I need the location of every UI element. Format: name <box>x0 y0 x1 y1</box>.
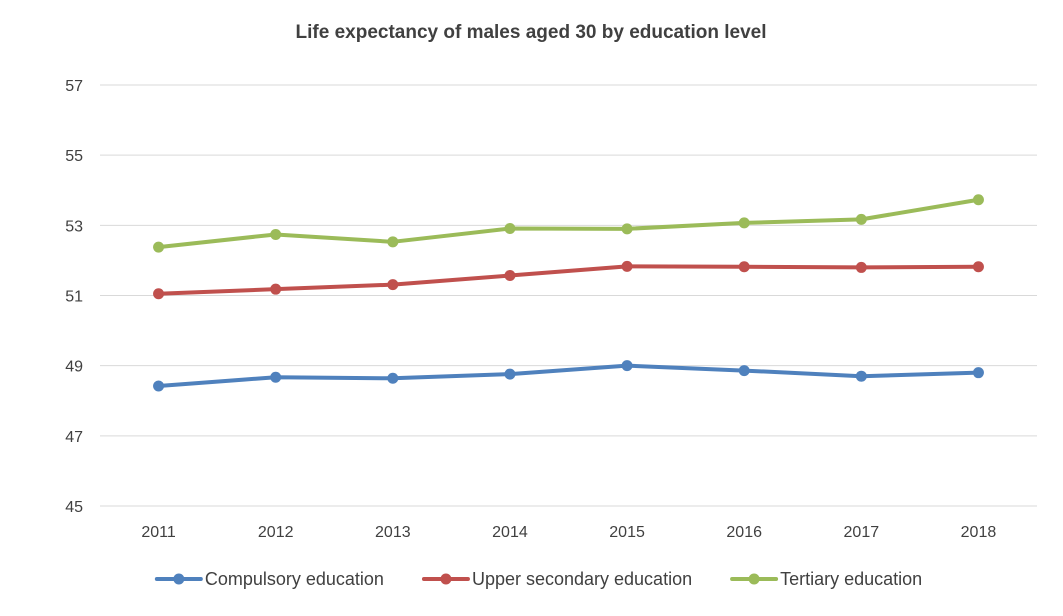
x-tick-label: 2015 <box>609 524 645 541</box>
chart-title: Life expectancy of males aged 30 by educ… <box>296 22 767 43</box>
x-tick-label: 2016 <box>726 524 762 541</box>
x-tick-label: 2014 <box>492 524 528 541</box>
series-2 <box>153 260 984 300</box>
data-point <box>621 360 633 372</box>
legend-swatch-marker <box>173 573 185 585</box>
data-point <box>153 241 165 253</box>
data-point <box>855 261 867 273</box>
y-tick-label: 55 <box>65 148 83 165</box>
data-point <box>387 236 399 248</box>
y-tick-label: 53 <box>65 218 83 235</box>
grid-lines <box>100 84 1037 507</box>
y-axis-ticks: 45 47 49 51 53 55 57 <box>65 78 83 516</box>
data-point <box>972 367 984 379</box>
legend-label: Tertiary education <box>780 569 922 589</box>
y-tick-label: 51 <box>65 289 83 306</box>
legend-swatch-marker <box>748 573 760 585</box>
x-tick-label: 2011 <box>141 524 176 541</box>
y-tick-label: 47 <box>65 429 83 446</box>
data-point <box>270 228 282 240</box>
x-tick-label: 2012 <box>258 524 294 541</box>
x-tick-label: 2017 <box>844 524 880 541</box>
series-1 <box>153 360 984 392</box>
series-line <box>156 197 981 250</box>
data-point <box>972 261 984 273</box>
y-tick-label: 45 <box>65 499 83 516</box>
data-point <box>504 270 516 282</box>
y-tick-label: 49 <box>65 359 83 376</box>
series-3 <box>153 194 984 253</box>
legend-label: Compulsory education <box>205 569 384 589</box>
data-point <box>387 279 399 291</box>
legend-label: Upper secondary education <box>472 569 692 589</box>
legend: Compulsory education Upper secondary educ… <box>154 569 922 589</box>
data-point <box>270 283 282 295</box>
data-point <box>270 371 282 383</box>
legend-item: Tertiary education <box>730 569 922 589</box>
data-point <box>738 217 750 229</box>
data-point <box>738 261 750 273</box>
y-tick-label: 57 <box>65 78 83 95</box>
data-point <box>738 365 750 377</box>
data-point <box>855 370 867 382</box>
data-point <box>153 380 165 392</box>
x-tick-label: 2013 <box>375 524 411 541</box>
series-line <box>156 363 981 389</box>
data-point <box>621 260 633 272</box>
x-axis-ticks: 2011 2012 2013 2014 2015 2016 2017 2018 <box>141 524 996 541</box>
data-point <box>621 223 633 235</box>
data-point <box>153 288 165 300</box>
legend-item: Upper secondary education <box>421 569 692 589</box>
data-point <box>855 213 867 225</box>
legend-item: Compulsory education <box>154 569 384 589</box>
data-point <box>504 222 516 234</box>
data-point <box>504 368 516 380</box>
data-point <box>972 194 984 206</box>
data-point <box>387 372 399 384</box>
series-lines <box>153 194 984 392</box>
series-line <box>156 264 981 296</box>
legend-swatch-marker <box>440 573 452 585</box>
x-tick-label: 2018 <box>961 524 997 541</box>
